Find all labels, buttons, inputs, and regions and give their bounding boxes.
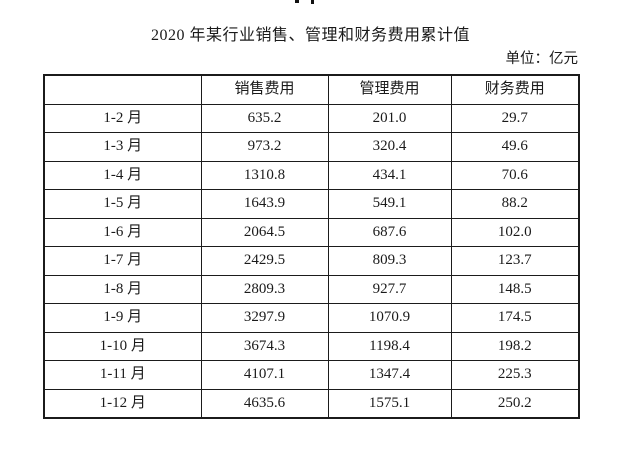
page-title: 2020 年某行业销售、管理和财务费用累计值	[150, 27, 470, 44]
cell-sales: 3674.3	[200, 331, 329, 361]
row-label: 1-3 月	[43, 132, 202, 162]
row-label: 1-9 月	[43, 303, 202, 333]
cell-management: 687.6	[327, 217, 452, 247]
cell-finance: 174.5	[450, 303, 580, 333]
cell-sales: 3297.9	[200, 303, 329, 333]
table-row: 1-8 月 2809.3 927.7 148.5	[43, 274, 580, 304]
cell-management: 1575.1	[327, 388, 452, 419]
cell-management: 1198.4	[327, 331, 452, 361]
row-label: 1-4 月	[43, 160, 202, 190]
cell-finance: 102.0	[450, 217, 580, 247]
cell-management: 549.1	[327, 189, 452, 219]
cell-sales: 2809.3	[200, 274, 329, 304]
cell-management: 1070.9	[327, 303, 452, 333]
cell-finance: 29.7	[450, 103, 580, 133]
table-row: 1-2 月 635.2 201.0 29.7	[43, 103, 580, 133]
table-row: 1-4 月 1310.8 434.1 70.6	[43, 160, 580, 190]
cell-management: 201.0	[327, 103, 452, 133]
row-label: 1-7 月	[43, 246, 202, 276]
cell-management: 1347.4	[327, 360, 452, 390]
header-blank	[43, 74, 202, 105]
cell-sales: 2064.5	[200, 217, 329, 247]
cell-sales: 973.2	[200, 132, 329, 162]
cell-finance: 225.3	[450, 360, 580, 390]
table-row: 1-5 月 1643.9 549.1 88.2	[43, 189, 580, 219]
cell-finance: 49.6	[450, 132, 580, 162]
cell-sales: 1643.9	[200, 189, 329, 219]
cell-management: 809.3	[327, 246, 452, 276]
cell-management: 927.7	[327, 274, 452, 304]
cell-sales: 635.2	[200, 103, 329, 133]
table-row: 1-6 月 2064.5 687.6 102.0	[43, 217, 580, 247]
cell-finance: 88.2	[450, 189, 580, 219]
header-management-expense: 管理费用	[327, 74, 452, 105]
table-row: 1-12 月 4635.6 1575.1 250.2	[43, 388, 580, 419]
table-row: 1-3 月 973.2 320.4 49.6	[43, 132, 580, 162]
cell-sales: 4635.6	[200, 388, 329, 419]
row-label: 1-6 月	[43, 217, 202, 247]
table-row: 1-10 月 3674.3 1198.4 198.2	[43, 331, 580, 361]
header-finance-expense: 财务费用	[450, 74, 580, 105]
header-sales-expense: 销售费用	[200, 74, 329, 105]
cropped-text-artifact	[295, 0, 299, 3]
cell-finance: 198.2	[450, 331, 580, 361]
row-label: 1-2 月	[43, 103, 202, 133]
cell-management: 434.1	[327, 160, 452, 190]
cell-sales: 2429.5	[200, 246, 329, 276]
cell-sales: 1310.8	[200, 160, 329, 190]
row-label: 1-8 月	[43, 274, 202, 304]
table-row: 1-9 月 3297.9 1070.9 174.5	[43, 303, 580, 333]
row-label: 1-11 月	[43, 360, 202, 390]
cell-finance: 148.5	[450, 274, 580, 304]
cell-management: 320.4	[327, 132, 452, 162]
row-label: 1-12 月	[43, 388, 202, 419]
unit-label: 单位：亿元	[505, 51, 579, 67]
table-row: 1-7 月 2429.5 809.3 123.7	[43, 246, 580, 276]
table-row: 1-11 月 4107.1 1347.4 225.3	[43, 360, 580, 390]
expense-table: 销售费用 管理费用 财务费用 1-2 月 635.2 201.0 29.7 1-…	[43, 74, 580, 419]
cell-sales: 4107.1	[200, 360, 329, 390]
cropped-text-artifact	[311, 0, 314, 4]
row-label: 1-5 月	[43, 189, 202, 219]
cell-finance: 70.6	[450, 160, 580, 190]
cell-finance: 250.2	[450, 388, 580, 419]
row-label: 1-10 月	[43, 331, 202, 361]
cell-finance: 123.7	[450, 246, 580, 276]
header-row: 销售费用 管理费用 财务费用	[43, 74, 580, 105]
